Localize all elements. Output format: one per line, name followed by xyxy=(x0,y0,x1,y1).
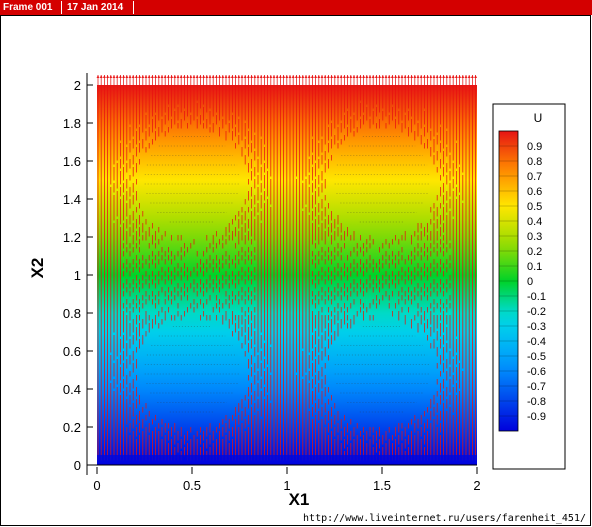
y-tick-label: 0.6 xyxy=(63,344,81,359)
axes-layer: 0 0.5 1 1.5 2 0 0.2 0.4 0.6 0.8 1 1.2 1.4 1.6 1.8 2 X1 X2 xyxy=(28,73,481,509)
vector-arrowheads xyxy=(96,75,478,78)
legend-level-label: -0.4 xyxy=(527,336,546,348)
legend-level-label: 0.7 xyxy=(527,171,542,183)
legend-level-label: 0.8 xyxy=(527,156,542,168)
bottom-flow-band xyxy=(97,455,477,463)
obstacle-fill xyxy=(334,132,430,228)
field-layer xyxy=(96,75,478,465)
y-tick-label: 1.2 xyxy=(63,230,81,245)
legend-level-label: 0.1 xyxy=(527,261,542,273)
legend-level-label: 0.5 xyxy=(527,201,542,213)
obstacle-contours xyxy=(144,136,240,223)
y-tick-label: 0.2 xyxy=(63,420,81,435)
plot-frame xyxy=(0,15,591,526)
legend-level-label: -0.6 xyxy=(527,366,546,378)
legend-level-label: 0.2 xyxy=(527,246,542,258)
legend-level-label: 0.4 xyxy=(527,216,542,228)
legend-level-label: -0.8 xyxy=(527,396,546,408)
y-tick-label: 0.8 xyxy=(63,306,81,321)
y-axis-title: X2 xyxy=(28,258,47,279)
legend-layer: U 0.9 0.8 0.7 0.6 0.5 0.4 0.3 0.2 0.1 0 -0.1 -0.2 -0.… xyxy=(492,103,566,470)
legend-title: U xyxy=(534,111,543,125)
y-tick-label: 0 xyxy=(74,458,81,473)
x-tick-label: 1 xyxy=(283,478,290,493)
header-separator xyxy=(61,1,62,14)
y-tick-label: 1.8 xyxy=(63,116,81,131)
frame-label: Frame 001 xyxy=(3,2,53,13)
header-separator xyxy=(133,1,134,14)
legend-level-label: 0.6 xyxy=(527,186,542,198)
date-label: 17 Jan 2014 xyxy=(67,2,124,13)
legend-level-label: -0.5 xyxy=(527,351,546,363)
legend-level-label: -0.9 xyxy=(527,411,546,423)
y-tick-label: 1.4 xyxy=(63,192,81,207)
y-tick-label: 2 xyxy=(74,78,81,93)
obstacle-contours xyxy=(334,136,430,223)
x-tick-label: 1.5 xyxy=(373,478,391,493)
y-tick-label: 1.6 xyxy=(63,154,81,169)
y-tick-label: 1 xyxy=(74,268,81,283)
obstacle-fill xyxy=(144,322,240,418)
obstacle-fill xyxy=(144,132,240,228)
legend-level-label: -0.1 xyxy=(527,291,546,303)
legend-level-label: 0 xyxy=(527,276,533,288)
x-axis-title: X1 xyxy=(289,490,310,509)
legend-level-label: -0.7 xyxy=(527,381,546,393)
legend-level-label: -0.2 xyxy=(527,306,546,318)
legend-level-label: 0.9 xyxy=(527,141,542,153)
x-tick-label: 0 xyxy=(93,478,100,493)
obstacle-contours xyxy=(144,326,240,413)
legend-level-label: -0.3 xyxy=(527,321,546,333)
obstacle-contours xyxy=(334,326,430,413)
legend-level-label: 0.3 xyxy=(527,231,542,243)
y-tick-label: 0.4 xyxy=(63,382,81,397)
x-tick-label: 0.5 xyxy=(183,478,201,493)
x-tick-label: 2 xyxy=(473,478,480,493)
footer-url[interactable]: http://www.liveinternet.ru/users/farenhe… xyxy=(303,513,586,524)
obstacle-fill xyxy=(334,322,430,418)
